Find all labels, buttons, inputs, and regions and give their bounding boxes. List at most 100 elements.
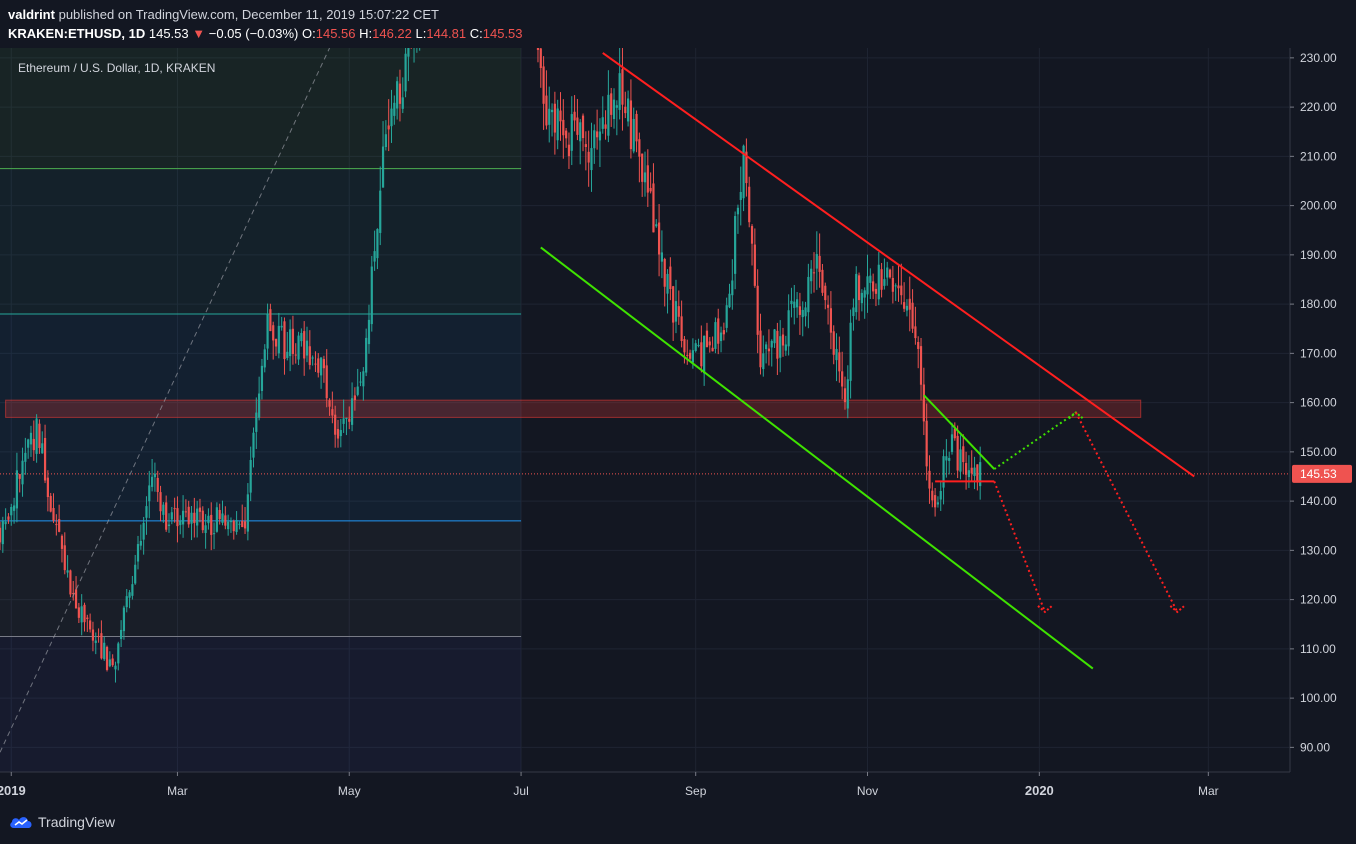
- candle: [855, 266, 858, 320]
- time-tick-label: May: [338, 784, 361, 798]
- candle: [635, 110, 638, 153]
- candle: [297, 331, 300, 366]
- candle-body: [277, 325, 280, 354]
- candle: [601, 96, 604, 134]
- price-tick-label: 130.00: [1300, 543, 1337, 557]
- candle-body: [58, 519, 61, 532]
- candle-body: [891, 277, 894, 292]
- candle-body: [680, 316, 683, 342]
- candle: [393, 95, 396, 125]
- candle: [4, 508, 7, 530]
- candle-body: [353, 395, 356, 401]
- candle-body: [334, 414, 337, 435]
- candle-body: [134, 564, 137, 584]
- price-tick-label: 150.00: [1300, 445, 1337, 459]
- candle-body: [581, 115, 585, 139]
- candle-body: [339, 430, 342, 437]
- candle-body: [953, 428, 956, 439]
- candle: [18, 474, 21, 493]
- price-change: −0.05 (−0.03%): [208, 26, 299, 41]
- candle: [936, 496, 940, 508]
- candle: [156, 470, 159, 502]
- candle-body: [103, 642, 106, 660]
- candle-body: [886, 267, 889, 278]
- candle-body: [624, 106, 627, 114]
- fib-band: [0, 520, 522, 637]
- candle: [945, 439, 948, 478]
- candle-body: [917, 341, 920, 349]
- candle: [773, 328, 776, 348]
- candle-body: [821, 269, 824, 293]
- candle-body: [308, 346, 311, 365]
- candle: [10, 503, 13, 526]
- candle-body: [145, 506, 148, 518]
- candle: [60, 534, 64, 563]
- candle-body: [41, 443, 44, 454]
- candle: [196, 500, 199, 538]
- candle: [652, 163, 655, 233]
- candle: [869, 268, 872, 300]
- candle-body: [111, 658, 114, 666]
- symbol-label[interactable]: KRAKEN:ETHUSD, 1D: [8, 26, 146, 41]
- candle: [683, 336, 686, 364]
- candle: [863, 287, 866, 319]
- author-name[interactable]: valdrint: [8, 7, 55, 22]
- candle: [142, 516, 145, 555]
- candle: [114, 661, 117, 683]
- candle: [672, 285, 675, 341]
- candle-body: [97, 636, 100, 638]
- candle: [215, 502, 218, 533]
- price-tick-label: 100.00: [1300, 691, 1337, 705]
- candle: [891, 265, 894, 304]
- candle-body: [100, 633, 103, 659]
- candle: [598, 118, 602, 168]
- candle: [120, 620, 123, 648]
- candle: [58, 504, 61, 533]
- candle-body: [398, 83, 402, 104]
- fib-band: [0, 168, 522, 314]
- tradingview-logo[interactable]: TradingView: [8, 814, 115, 830]
- candle: [350, 382, 354, 432]
- price-axis[interactable]: 90.00 100.00 110.00 120.00 130.00 140.00 150.0…: [1289, 48, 1352, 772]
- candle: [559, 92, 562, 141]
- candle-body: [227, 521, 230, 530]
- candle-body: [818, 255, 821, 272]
- candle-body: [4, 521, 7, 525]
- candle-body: [565, 130, 568, 139]
- candle: [641, 153, 644, 197]
- candle: [108, 651, 111, 668]
- candle: [542, 56, 545, 130]
- candle-body: [289, 329, 292, 357]
- ohlc-legend: KRAKEN:ETHUSD, 1D 145.53 ▼ −0.05 (−0.03%…: [8, 26, 523, 41]
- candle: [159, 485, 162, 522]
- candle: [370, 255, 373, 332]
- last-price: 145.53: [148, 26, 189, 41]
- candle-body: [258, 393, 261, 418]
- candle-body: [89, 620, 92, 630]
- candle-body: [29, 432, 33, 445]
- candle-body: [666, 273, 669, 294]
- candle-body: [190, 512, 193, 524]
- candle: [897, 263, 900, 302]
- candle: [246, 483, 249, 541]
- candle: [317, 353, 320, 378]
- time-axis[interactable]: 2019 Mar May Jul Sep Nov 2020 Mar: [0, 771, 1290, 798]
- candle-body: [601, 117, 604, 129]
- candle: [922, 367, 925, 436]
- low-label: L:: [415, 26, 427, 41]
- candle: [832, 325, 835, 365]
- candle: [300, 328, 303, 347]
- candle: [942, 449, 945, 505]
- candle: [89, 613, 92, 633]
- candle: [596, 109, 599, 150]
- candle: [43, 424, 47, 484]
- candle-body: [773, 329, 776, 344]
- candle: [111, 654, 114, 667]
- candle-body: [291, 328, 295, 355]
- candle: [781, 327, 785, 357]
- candle: [793, 284, 796, 325]
- projection-down-line: [993, 481, 1046, 613]
- candle: [145, 496, 148, 535]
- candle-body: [874, 288, 878, 294]
